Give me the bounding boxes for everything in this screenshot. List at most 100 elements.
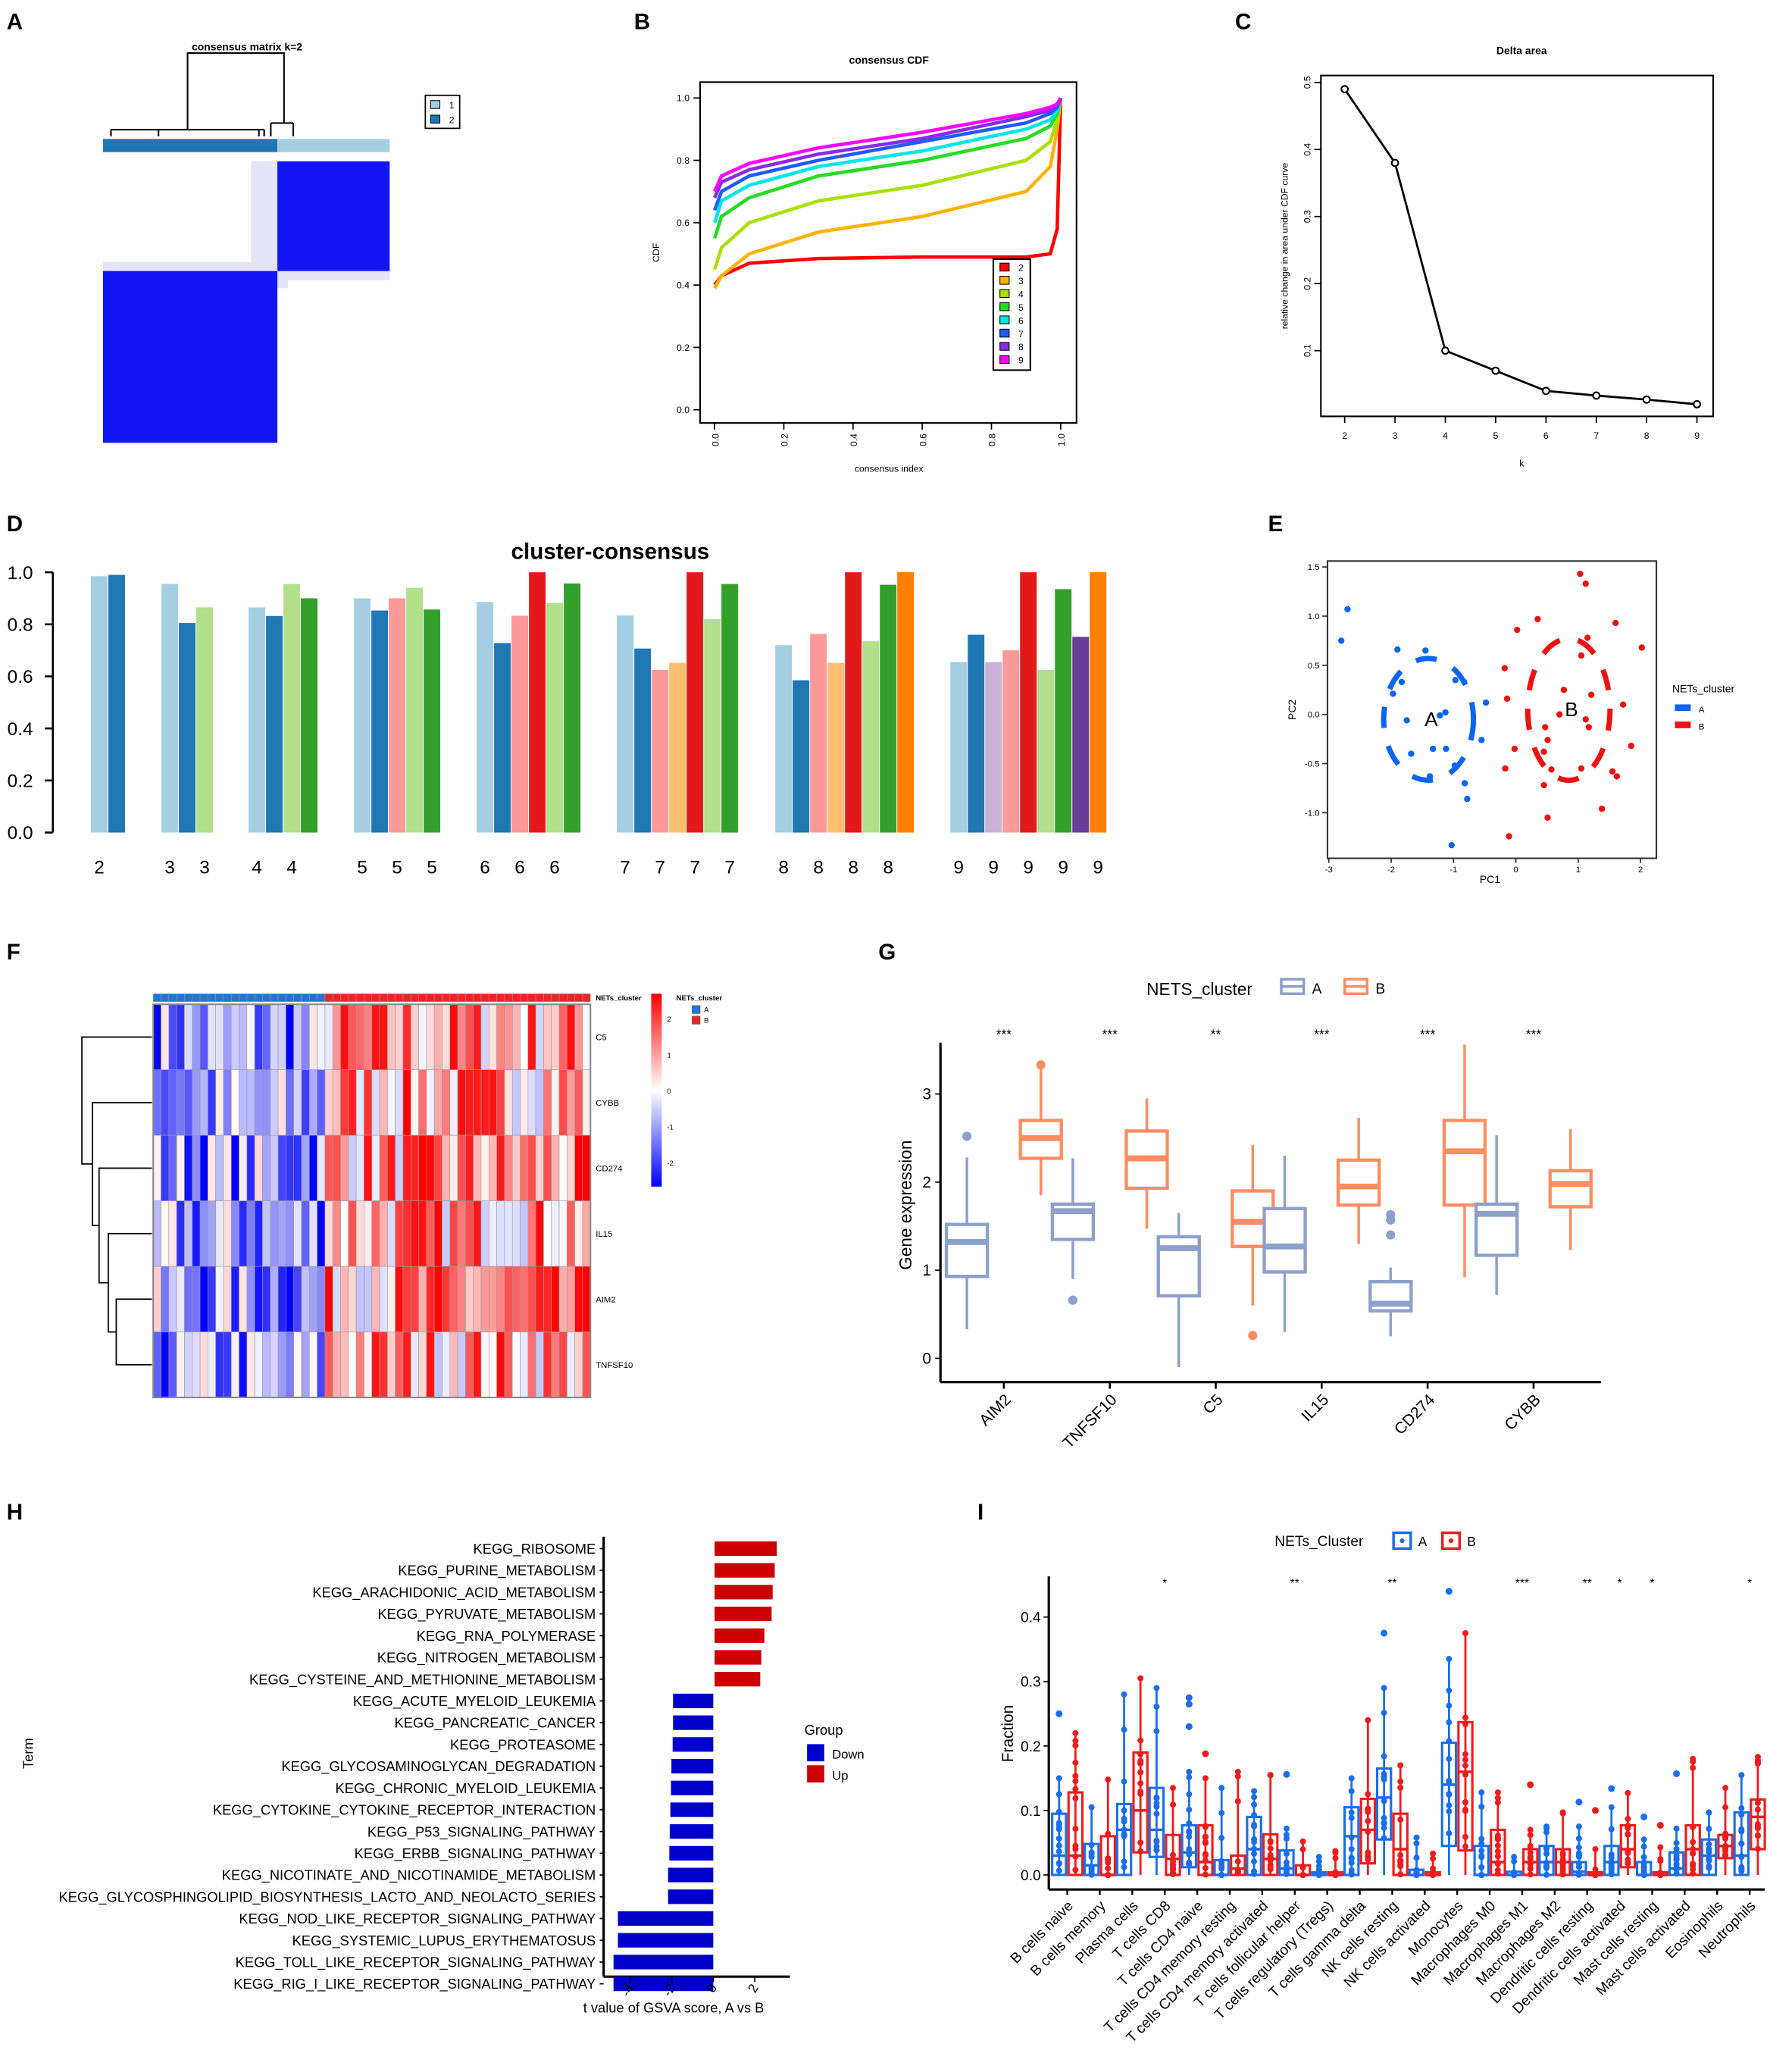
data-point-B xyxy=(1072,1738,1079,1745)
chart-title: consensus CDF xyxy=(849,54,929,66)
heatmap-cell xyxy=(223,1069,232,1136)
data-point-B xyxy=(1202,1864,1209,1871)
heatmap-cell xyxy=(473,1135,482,1201)
data-point-A xyxy=(1446,1802,1453,1809)
colorbar-tick-label: 1 xyxy=(667,1051,671,1059)
heatmap-cell xyxy=(215,1200,224,1267)
data-point-B xyxy=(1494,1799,1501,1806)
legend-label: 4 xyxy=(1018,290,1024,300)
data-point-A xyxy=(1055,1808,1062,1815)
heatmap-cell xyxy=(480,1200,489,1267)
legend-swatch xyxy=(999,262,1010,272)
heatmap-cell xyxy=(511,1135,521,1201)
data-point-A xyxy=(1706,1856,1712,1863)
data-point-A xyxy=(1381,1776,1387,1782)
heatmap-cell xyxy=(387,1003,396,1070)
term-label: KEGG_PANCREATIC_CANCER xyxy=(395,1715,596,1732)
heatmap-cell xyxy=(520,1069,529,1136)
heatmap-cell xyxy=(496,1200,505,1267)
heatmap-cell xyxy=(567,1069,575,1136)
annotation-cell xyxy=(364,993,372,1002)
data-point-B xyxy=(1267,1863,1274,1870)
outlier-A xyxy=(1068,1295,1077,1305)
data-point-B xyxy=(1690,1861,1697,1867)
data-point-A xyxy=(1478,1848,1485,1854)
significance-label: * xyxy=(1162,1577,1167,1590)
bar-k8-cluster6 xyxy=(862,641,880,833)
data-point-A xyxy=(1608,1854,1615,1861)
data-point-A xyxy=(1348,1855,1355,1862)
colorbar-tick-label: -2 xyxy=(667,1160,674,1168)
data-point-A xyxy=(1575,1823,1582,1830)
box-B xyxy=(1442,1119,1487,1207)
data-point-B xyxy=(1527,1826,1534,1833)
legend-label: 1 xyxy=(449,100,455,111)
heatmap-cell xyxy=(558,1266,568,1332)
x-tick-label: 7 xyxy=(690,858,700,878)
data-point-B xyxy=(1690,1839,1697,1845)
heatmap-cell xyxy=(558,1003,568,1070)
heatmap-cell xyxy=(504,1200,513,1267)
heatmap-cell xyxy=(215,1332,224,1398)
data-point-B xyxy=(1527,1849,1534,1856)
data-point-A xyxy=(1738,1854,1745,1861)
data-point-A xyxy=(1738,1867,1745,1874)
data-point-B xyxy=(1072,1795,1079,1801)
x-tick-label: 6 xyxy=(480,858,490,878)
heatmap-cell xyxy=(262,1200,271,1267)
heatmap-cell xyxy=(527,1135,536,1201)
heatmap-cell xyxy=(551,1332,560,1398)
data-point-B xyxy=(1527,1832,1534,1839)
data-point-A xyxy=(1478,1864,1485,1870)
data-point-A xyxy=(1413,1867,1420,1873)
heatmap-cell xyxy=(418,1200,427,1267)
cdf-line-k9 xyxy=(713,97,1062,192)
y-tick-label: 0.3 xyxy=(1302,210,1312,223)
data-point-A xyxy=(1511,1871,1518,1878)
annotation-cell xyxy=(473,993,482,1002)
term-label: KEGG_SYSTEMIC_LUPUS_ERYTHEMATOSUS xyxy=(292,1933,596,1949)
data-point-A xyxy=(1186,1845,1193,1852)
data-point-A xyxy=(1738,1840,1745,1847)
x-tick-label: 8 xyxy=(883,858,893,878)
cdf-line-k4 xyxy=(712,97,1063,271)
data-point-A xyxy=(1153,1703,1160,1710)
data-point-B xyxy=(1592,1871,1599,1878)
heatmap-cell xyxy=(379,1266,388,1332)
data-point-A xyxy=(1575,1853,1582,1860)
annotation-cell xyxy=(418,993,427,1002)
data-point-B xyxy=(1527,1860,1534,1867)
heatmap-cell xyxy=(567,1135,575,1201)
data-point-A xyxy=(1511,1854,1518,1861)
heatmap-cell xyxy=(449,1069,458,1136)
y-tick-label: 0 xyxy=(922,1350,931,1367)
data-point-A xyxy=(1413,1871,1420,1878)
heatmap-cell xyxy=(239,1332,248,1398)
data-point-A xyxy=(1088,1871,1095,1878)
heatmap-cell xyxy=(208,1003,216,1070)
heatmap-cell xyxy=(582,1266,591,1332)
x-tick-label: 4 xyxy=(286,858,297,878)
cluster-ellipse-B xyxy=(1525,636,1613,784)
data-point-A xyxy=(1153,1794,1160,1801)
outlier-A xyxy=(1185,1701,1193,1708)
legend-swatch xyxy=(1675,704,1691,712)
heatmap-cell xyxy=(239,1200,248,1267)
significance-label: * xyxy=(1650,1577,1654,1590)
bar-k7-cluster7 xyxy=(721,584,739,833)
heatmap-cell xyxy=(480,1332,489,1398)
legend-label: 3 xyxy=(1018,276,1024,286)
data-point-B xyxy=(1462,1629,1469,1636)
data-point-A xyxy=(1186,1851,1193,1858)
heatmap-cell xyxy=(324,1332,333,1398)
data-point-B xyxy=(1332,1848,1339,1854)
x-tick-label: CYBB xyxy=(1501,1391,1544,1434)
row-label: AIM2 xyxy=(596,1296,615,1305)
data-point-B xyxy=(1072,1773,1079,1779)
annotation-cell xyxy=(176,993,185,1002)
data-point-B xyxy=(1503,695,1511,703)
bar-k5-cluster1 xyxy=(354,598,371,833)
x-tick-label: 3 xyxy=(199,858,210,878)
annotation-cell xyxy=(246,993,255,1002)
heatmap-cell xyxy=(355,1135,364,1201)
